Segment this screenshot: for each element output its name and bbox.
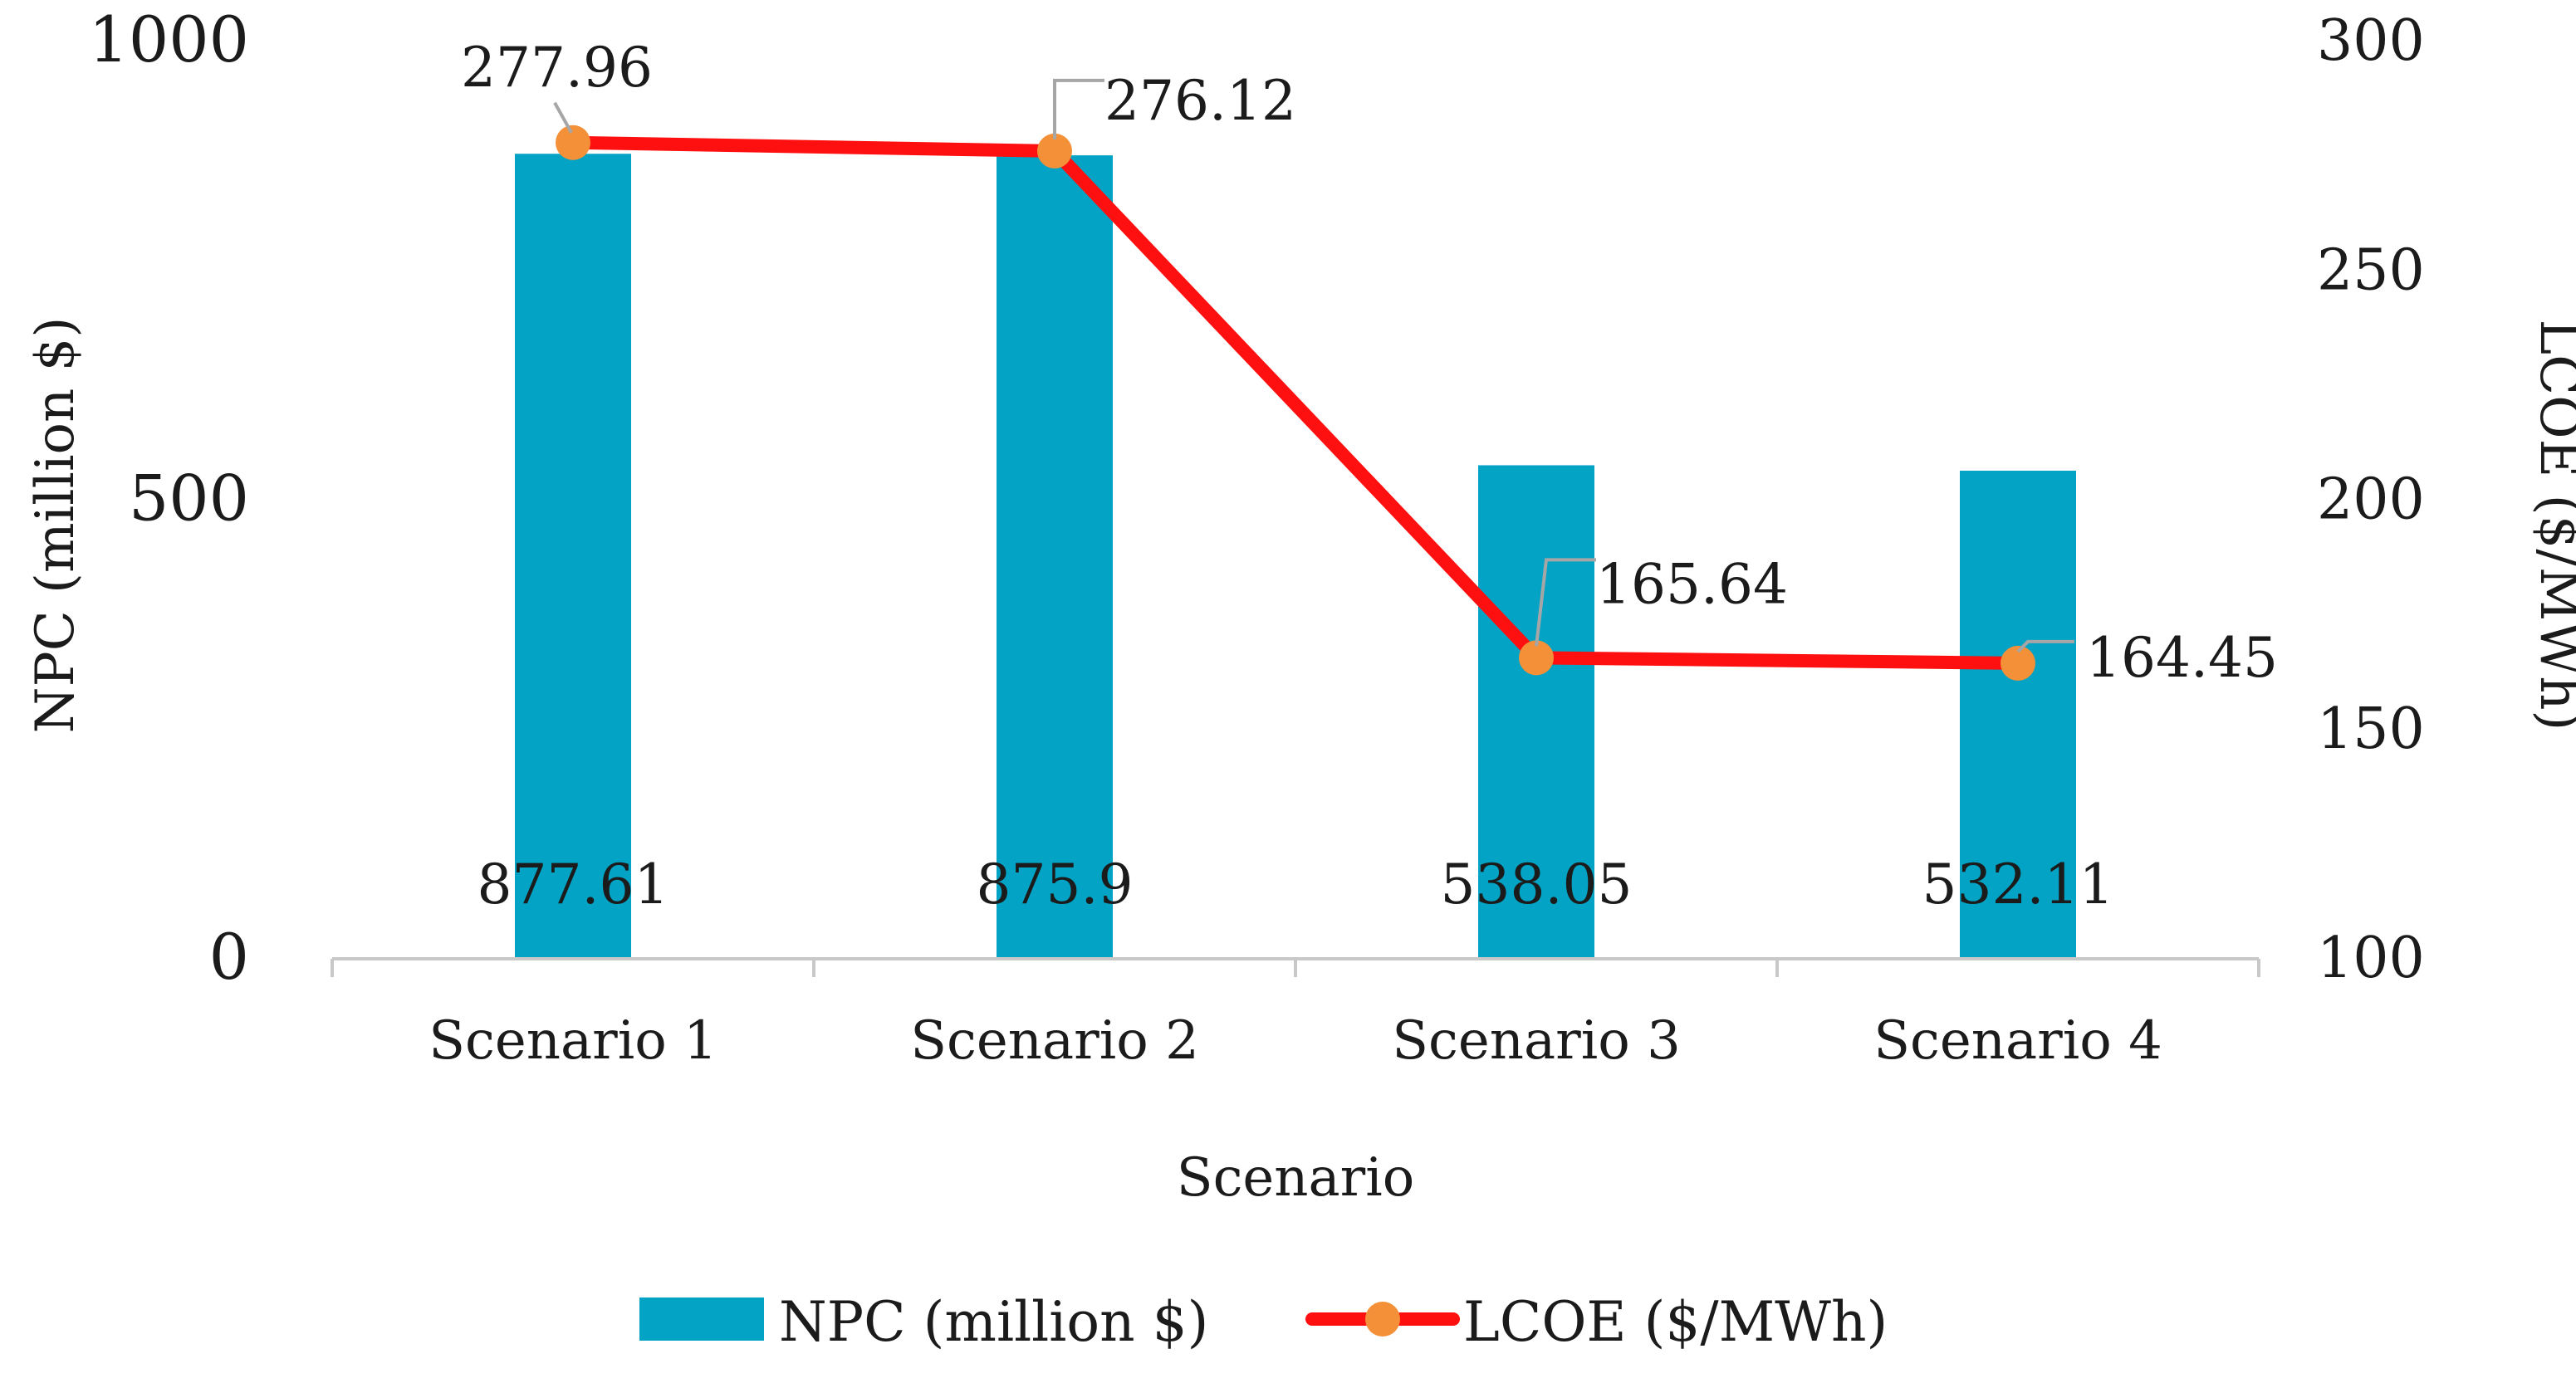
lcoe-leader-line	[2016, 639, 2074, 653]
legend-lcoe-label: LCOE ($/MWh)	[1463, 1290, 1888, 1354]
legend-npc-label: NPC (million $)	[779, 1290, 1208, 1354]
y-tick-label-right: 150	[2317, 696, 2425, 762]
npc-bar-2	[997, 155, 1113, 959]
lcoe-data-label: 277.96	[461, 36, 653, 100]
labels-layer: 277.96 276.12 165.64 164.45 877.61 875.9 538.0…	[461, 36, 2278, 916]
bars-layer	[515, 154, 2076, 959]
npc-data-label: 877.61	[477, 853, 669, 916]
lcoe-marker-2	[1037, 133, 1072, 169]
npc-bar-4	[1960, 471, 2076, 959]
lcoe-marker-4	[2001, 645, 2035, 681]
npc-data-label: 875.9	[977, 853, 1134, 916]
line-layer	[556, 125, 2035, 681]
legend-layer: NPC (million $) LCOE ($/MWh)	[639, 1290, 1888, 1354]
y-tick-label-right: 300	[2317, 8, 2425, 74]
lcoe-leader-line	[553, 101, 573, 134]
y-axis-title-right: LCOE ($/MWh)	[2528, 320, 2576, 731]
x-tick-label: Scenario 2	[910, 1010, 1199, 1072]
lcoe-marker-1	[556, 125, 590, 160]
lcoe-leader-line	[1053, 78, 1104, 139]
npc-data-label: 538.05	[1441, 853, 1633, 916]
y-tick-label-right: 100	[2317, 926, 2425, 991]
lcoe-marker-3	[1519, 640, 1554, 676]
legend-npc-swatch	[639, 1297, 764, 1341]
x-tick-label: Scenario 4	[1873, 1010, 2162, 1072]
x-axis-title: Scenario	[1177, 1147, 1415, 1209]
y-tick-label-left: 0	[209, 920, 249, 994]
npc-bar-3	[1478, 465, 1594, 959]
axes-layer: Scenario 1 Scenario 2 Scenario 3 Scenario 4…	[25, 2, 2576, 1209]
x-tick-label: Scenario 1	[429, 1010, 717, 1072]
lcoe-data-label: 164.45	[2086, 626, 2278, 690]
lcoe-data-label: 276.12	[1104, 69, 1296, 133]
y-tick-label-left: 500	[129, 462, 249, 535]
x-tick-label: Scenario 3	[1392, 1010, 1681, 1072]
y-tick-label-right: 200	[2317, 467, 2425, 533]
lcoe-data-label: 165.64	[1596, 552, 1788, 616]
legend-lcoe-marker	[1365, 1302, 1400, 1337]
y-tick-label-left: 1000	[89, 2, 249, 76]
npc-bar-1	[515, 154, 631, 959]
lcoe-leader-line	[1535, 558, 1596, 647]
npc-data-label: 532.11	[1922, 853, 2114, 916]
lcoe-line	[566, 135, 2025, 670]
y-axis-title-left: NPC (million $)	[25, 317, 86, 734]
y-tick-label-right: 250	[2317, 237, 2425, 303]
